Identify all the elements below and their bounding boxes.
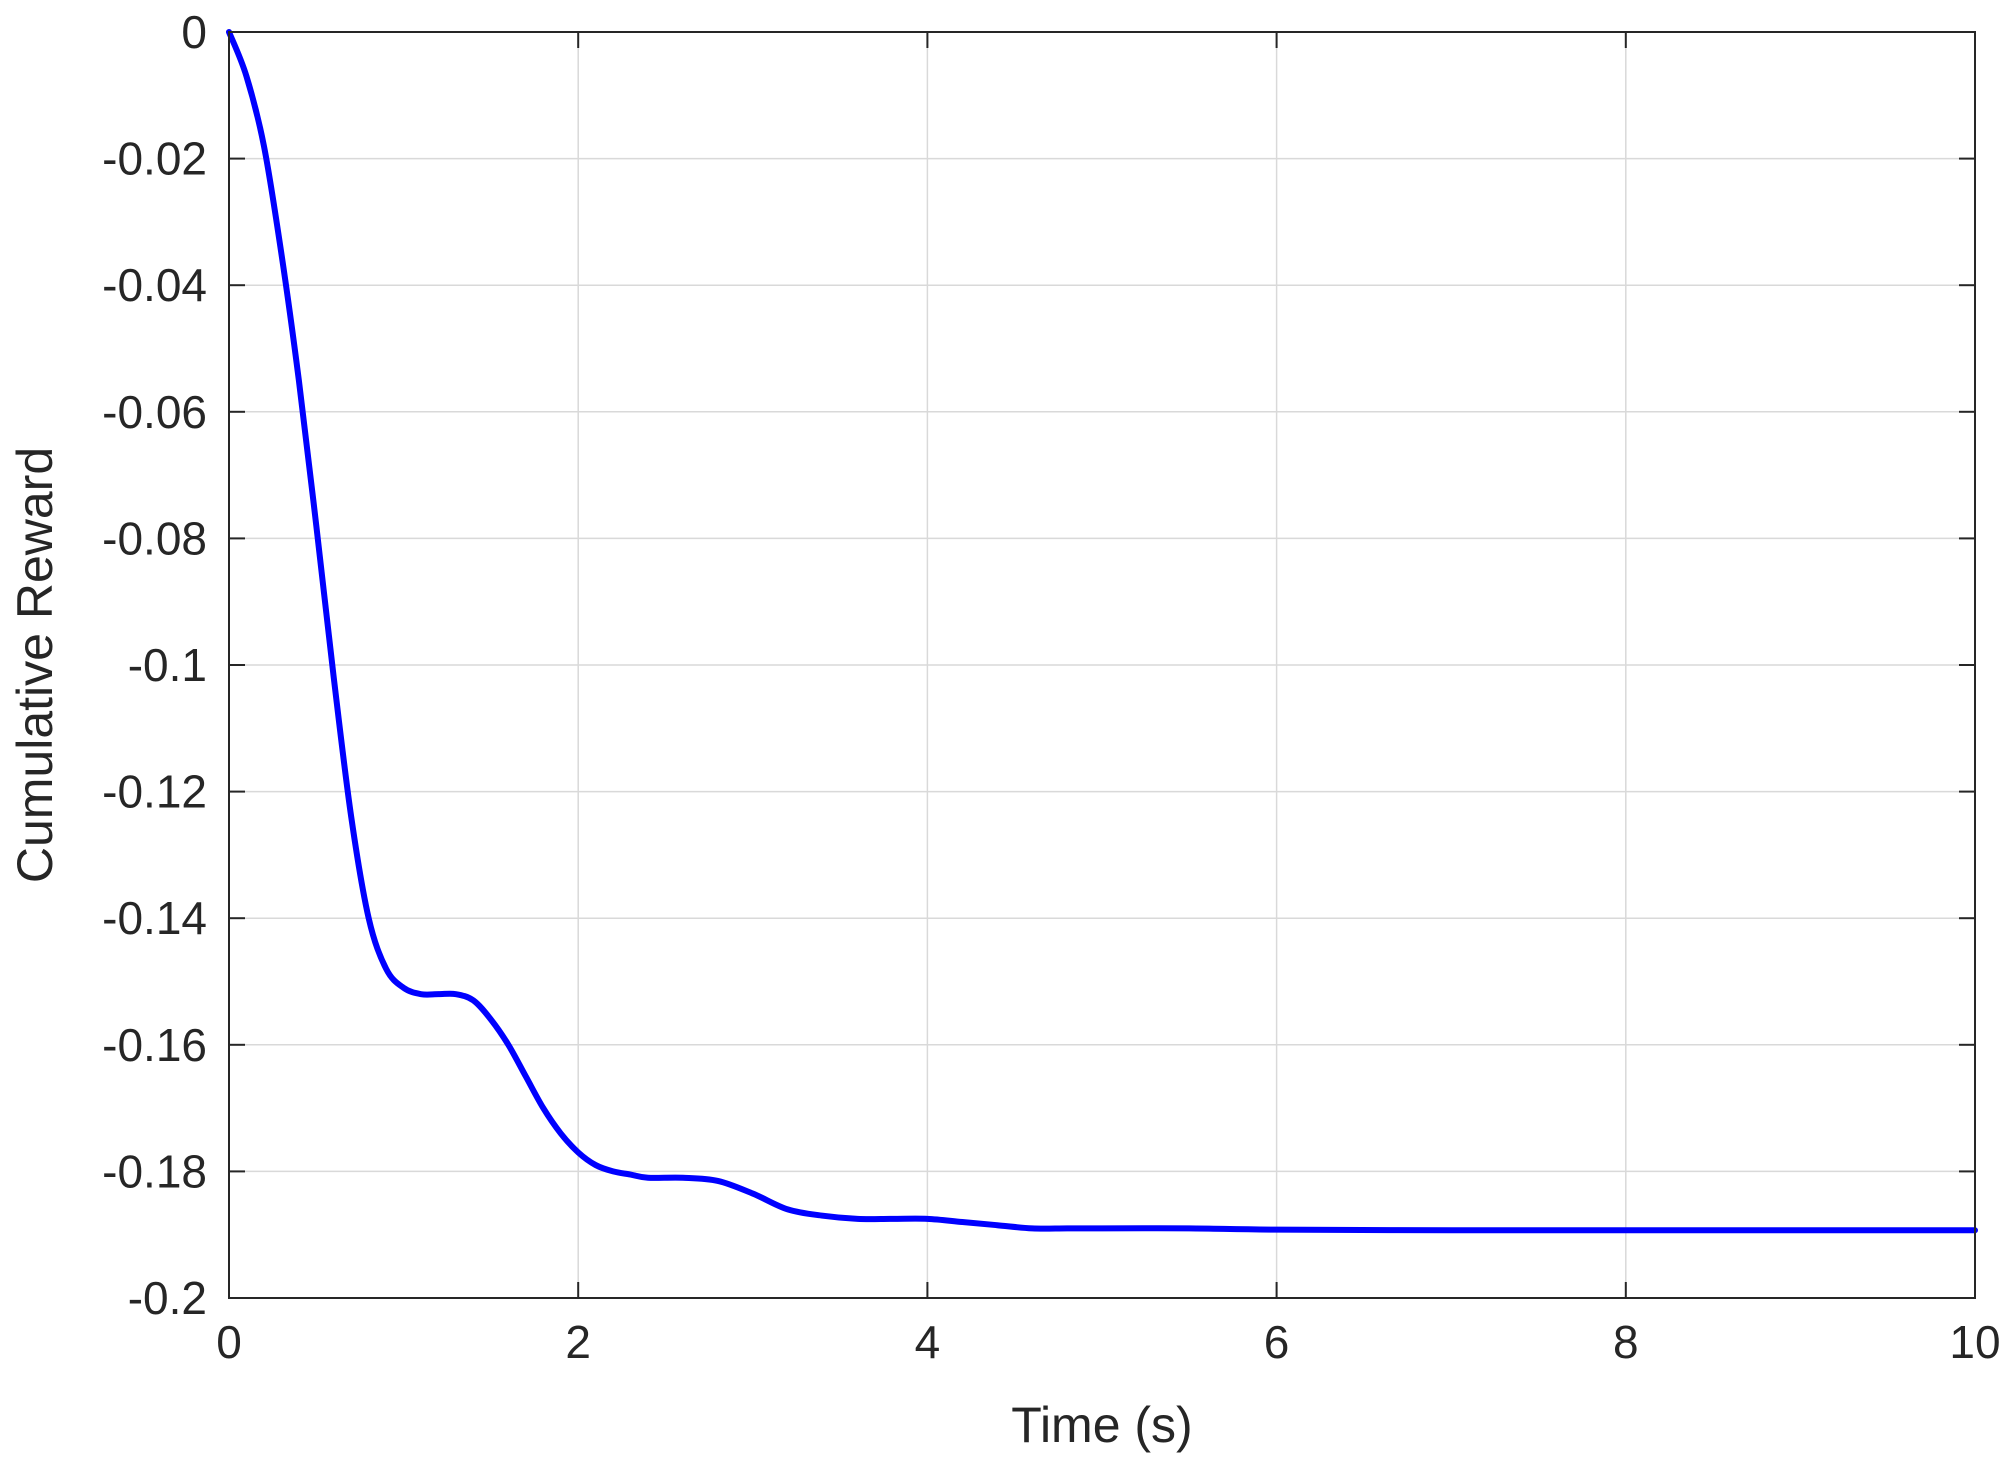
y-axis-label: Cumulative Reward bbox=[7, 447, 63, 883]
x-tick-label: 6 bbox=[1264, 1316, 1290, 1368]
y-tick-label: -0.08 bbox=[102, 512, 207, 564]
x-tick-label: 2 bbox=[565, 1316, 591, 1368]
y-tick-label: -0.02 bbox=[102, 133, 207, 185]
x-tick-label: 8 bbox=[1613, 1316, 1639, 1368]
y-tick-label: -0.14 bbox=[102, 892, 207, 944]
y-tick-label: -0.18 bbox=[102, 1145, 207, 1197]
x-tick-label: 4 bbox=[915, 1316, 941, 1368]
y-tick-label: -0.2 bbox=[128, 1272, 207, 1324]
y-tick-label: -0.1 bbox=[128, 639, 207, 691]
y-tick-label: -0.16 bbox=[102, 1019, 207, 1071]
x-tick-label: 0 bbox=[216, 1316, 242, 1368]
y-tick-label: -0.04 bbox=[102, 259, 207, 311]
grid bbox=[228, 31, 1976, 1299]
plot-area-frame bbox=[228, 31, 1976, 1299]
y-tick-labels: 0 -0.02 -0.04 -0.06 -0.08 -0.1 -0.12 -0.14 -0.16… bbox=[102, 6, 207, 1324]
y-tick-label: -0.06 bbox=[102, 386, 207, 438]
y-tick-label: 0 bbox=[181, 6, 207, 58]
x-tick-label: 10 bbox=[1949, 1316, 2000, 1368]
x-tick-labels: 0 2 4 6 8 10 bbox=[216, 1316, 2000, 1368]
series-layer bbox=[226, 29, 1978, 1234]
x-axis-label: Time (s) bbox=[1011, 1397, 1192, 1453]
y-tick-label: -0.12 bbox=[102, 766, 207, 818]
series-line bbox=[226, 29, 1978, 1234]
